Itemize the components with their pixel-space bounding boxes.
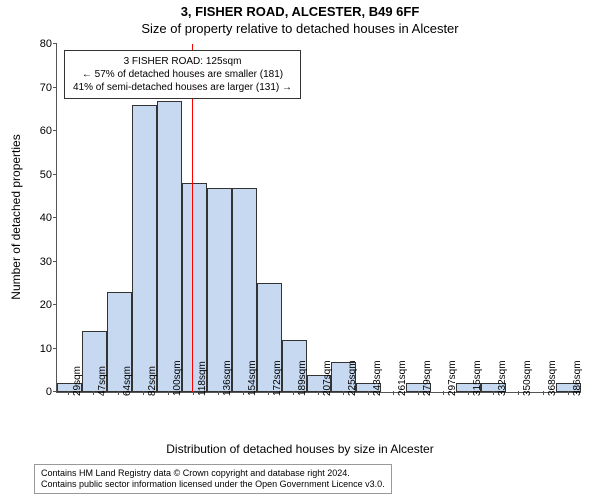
y-tick-mark <box>53 87 57 88</box>
x-tick-mark <box>468 391 469 395</box>
info-box: 3 FISHER ROAD: 125sqm ← 57% of detached … <box>64 50 301 99</box>
x-tick-mark <box>393 391 394 395</box>
x-tick-mark <box>268 391 269 395</box>
y-tick-mark <box>53 217 57 218</box>
x-tick-mark <box>543 391 544 395</box>
y-tick-mark <box>53 304 57 305</box>
x-tick-mark <box>218 391 219 395</box>
y-tick-mark <box>53 391 57 392</box>
y-tick-label: 70 <box>2 82 52 94</box>
x-tick-label: 332sqm <box>497 360 508 396</box>
info-box-line3: 41% of semi-detached houses are larger (… <box>73 81 292 94</box>
y-tick-mark <box>53 174 57 175</box>
x-tick-label: 386sqm <box>572 360 583 396</box>
x-tick-mark <box>168 391 169 395</box>
y-tick-label: 30 <box>2 256 52 268</box>
chart-title-line2: Size of property relative to detached ho… <box>0 21 600 36</box>
x-tick-label: 261sqm <box>397 360 408 396</box>
footer-line1: Contains HM Land Registry data © Crown c… <box>41 468 385 479</box>
x-tick-label: 100sqm <box>172 360 183 396</box>
x-axis-label: Distribution of detached houses by size … <box>0 442 600 456</box>
x-tick-label: 136sqm <box>222 360 233 396</box>
chart-container: 3, FISHER ROAD, ALCESTER, B49 6FF Size o… <box>0 0 600 500</box>
histogram-bar <box>157 101 182 392</box>
x-tick-label: 225sqm <box>347 360 358 396</box>
y-tick-mark <box>53 43 57 44</box>
x-tick-mark <box>243 391 244 395</box>
x-tick-label: 154sqm <box>247 360 258 396</box>
y-tick-mark <box>53 348 57 349</box>
x-tick-label: 279sqm <box>422 360 433 396</box>
y-ticks: 01020304050607080 <box>0 44 56 392</box>
y-tick-label: 40 <box>2 212 52 224</box>
x-tick-mark <box>318 391 319 395</box>
x-tick-label: 29sqm <box>72 366 83 396</box>
footer-line2: Contains public sector information licen… <box>41 479 385 490</box>
x-tick-label: 315sqm <box>472 360 483 396</box>
y-tick-label: 60 <box>2 125 52 137</box>
y-tick-label: 10 <box>2 343 52 355</box>
x-tick-label: 368sqm <box>547 360 558 396</box>
x-tick-mark <box>518 391 519 395</box>
x-tick-label: 118sqm <box>197 361 208 396</box>
info-box-line2: ← 57% of detached houses are smaller (18… <box>73 68 292 81</box>
x-tick-label: 350sqm <box>522 360 533 396</box>
x-tick-label: 47sqm <box>97 366 108 396</box>
y-tick-mark <box>53 261 57 262</box>
x-tick-label: 82sqm <box>147 366 158 396</box>
x-tick-mark <box>143 391 144 395</box>
x-tick-mark <box>568 391 569 395</box>
x-tick-mark <box>418 391 419 395</box>
y-tick-label: 0 <box>2 386 52 398</box>
x-tick-label: 64sqm <box>122 366 133 396</box>
x-tick-mark <box>93 391 94 395</box>
x-tick-label: 172sqm <box>272 360 283 396</box>
x-tick-mark <box>293 391 294 395</box>
x-tick-label: 189sqm <box>297 360 308 396</box>
y-tick-label: 20 <box>2 299 52 311</box>
y-tick-label: 80 <box>2 38 52 50</box>
x-tick-mark <box>368 391 369 395</box>
x-tick-mark <box>343 391 344 395</box>
x-tick-label: 297sqm <box>447 360 458 396</box>
chart-title-line1: 3, FISHER ROAD, ALCESTER, B49 6FF <box>0 4 600 19</box>
x-tick-mark <box>443 391 444 395</box>
y-tick-mark <box>53 130 57 131</box>
x-tick-mark <box>193 391 194 395</box>
x-tick-mark <box>493 391 494 395</box>
x-tick-label: 243sqm <box>372 360 383 396</box>
x-tick-mark <box>68 391 69 395</box>
y-tick-label: 50 <box>2 169 52 181</box>
x-tick-mark <box>118 391 119 395</box>
histogram-bar <box>132 105 157 392</box>
x-tick-label: 207sqm <box>322 360 333 396</box>
info-box-line1: 3 FISHER ROAD: 125sqm <box>73 55 292 68</box>
footer-attribution: Contains HM Land Registry data © Crown c… <box>34 464 392 494</box>
